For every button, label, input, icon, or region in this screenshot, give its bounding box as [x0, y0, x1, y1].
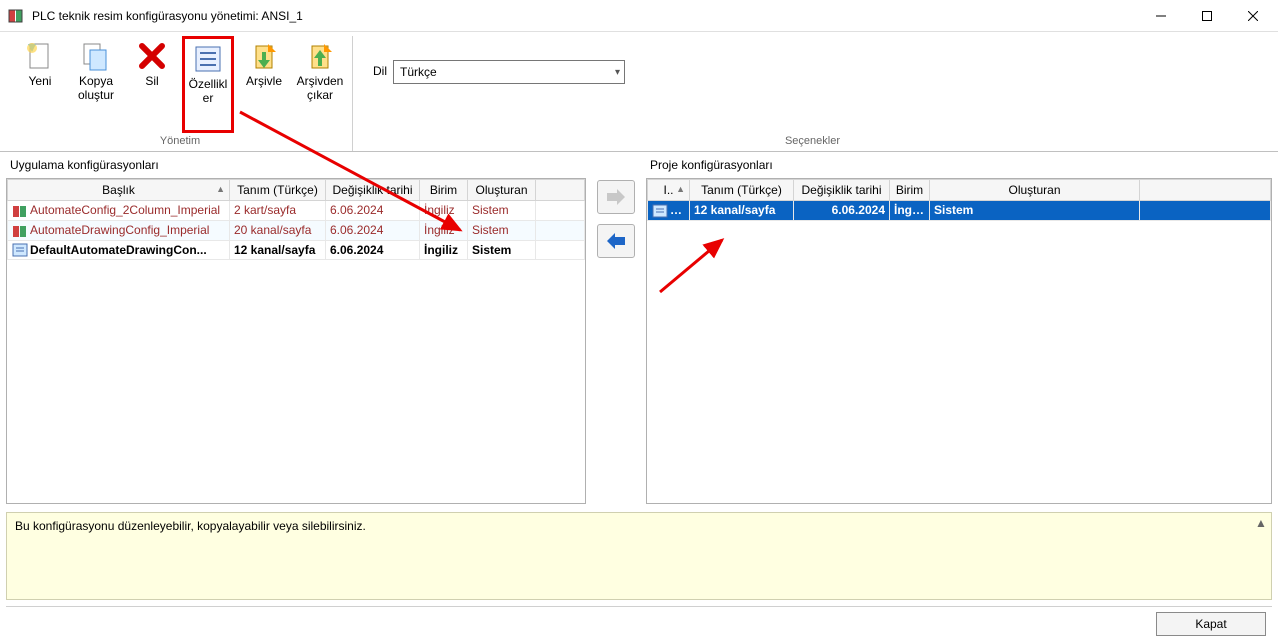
col-birim-r[interactable]: Birim — [890, 180, 930, 201]
row-icon — [652, 204, 668, 218]
cell-olusturan: Sistem — [930, 201, 1140, 221]
delete-label: Sil — [145, 74, 158, 88]
cell-tarih: 6.06.2024 — [326, 201, 420, 221]
cell-olusturan: Sistem — [468, 220, 536, 240]
copy-icon — [80, 40, 112, 72]
unarchive-button[interactable]: Arşivden çıkar — [294, 36, 346, 133]
ribbon-group-yonetim-label: Yönetim — [160, 133, 200, 151]
left-grid[interactable]: Başlık▲ Tanım (Türkçe) Değişiklik tarihi… — [6, 178, 586, 504]
copy-button[interactable]: Kopya oluştur — [70, 36, 122, 133]
archive-icon — [248, 40, 280, 72]
unarchive-label: Arşivden çıkar — [296, 74, 344, 102]
col-baslik[interactable]: Başlık▲ — [8, 180, 230, 201]
table-row[interactable]: AutomateConfig_2Column_Imperial2 kart/sa… — [8, 201, 585, 221]
right-grid-header: I..▲ Tanım (Türkçe) Değişiklik tarihi Bi… — [648, 180, 1271, 201]
properties-icon — [192, 43, 224, 75]
maximize-button[interactable] — [1184, 1, 1230, 31]
col-tarih-r[interactable]: Değişiklik tarihi — [794, 180, 890, 201]
right-panel-title: Proje konfigürasyonları — [646, 156, 1272, 178]
minimize-button[interactable] — [1138, 1, 1184, 31]
app-icon — [8, 8, 24, 24]
right-grid[interactable]: I..▲ Tanım (Türkçe) Değişiklik tarihi Bi… — [646, 178, 1272, 504]
cell-tanim: 20 kanal/sayfa — [230, 220, 326, 240]
sort-asc-icon: ▲ — [216, 184, 225, 194]
new-button[interactable]: Yeni — [14, 36, 66, 133]
left-panel-title: Uygulama konfigürasyonları — [6, 156, 586, 178]
close-dialog-label: Kapat — [1195, 617, 1226, 631]
cell-olusturan: Sistem — [468, 201, 536, 221]
table-row[interactable]: DefaultAutomateDrawingCon...12 kanal/say… — [8, 240, 585, 260]
cell-birim: İngiliz — [890, 201, 930, 221]
footer: Kapat — [6, 606, 1272, 640]
new-label: Yeni — [29, 74, 52, 88]
close-dialog-button[interactable]: Kapat — [1156, 612, 1266, 636]
col-spacer-r — [1140, 180, 1271, 201]
cell-baslik: AutomateDrawingConfig_Imperial — [8, 220, 230, 240]
col-olusturan-r[interactable]: Oluşturan — [930, 180, 1140, 201]
col-olusturan[interactable]: Oluşturan — [468, 180, 536, 201]
move-left-button[interactable] — [597, 224, 635, 258]
cell-tarih: 6.06.2024 — [326, 240, 420, 260]
right-panel: Proje konfigürasyonları I..▲ Tanım (Türk… — [646, 156, 1272, 504]
window-buttons — [1138, 1, 1276, 31]
close-button[interactable] — [1230, 1, 1276, 31]
window-title: PLC teknik resim konfigürasyonu yönetimi… — [32, 9, 1138, 23]
col-tanim-r[interactable]: Tanım (Türkçe) — [690, 180, 794, 201]
copy-label: Kopya oluştur — [72, 74, 120, 102]
cell-birim: İngiliz — [420, 220, 468, 240]
transfer-buttons — [592, 156, 640, 504]
left-grid-header: Başlık▲ Tanım (Türkçe) Değişiklik tarihi… — [8, 180, 585, 201]
table-row[interactable]: AutomateDrawingConfig_Imperial20 kanal/s… — [8, 220, 585, 240]
cell-i: D.. — [648, 201, 690, 221]
language-select[interactable]: Türkçe ▾ — [393, 60, 625, 84]
ribbon: Yeni Kopya oluştur Sil Özellikler Arşivl… — [0, 32, 1278, 152]
cell-birim: İngiliz — [420, 201, 468, 221]
cell-tarih: 6.06.2024 — [326, 220, 420, 240]
scroll-up-icon[interactable]: ▲ — [1253, 515, 1269, 531]
panels: Uygulama konfigürasyonları Başlık▲ Tanım… — [6, 156, 1272, 504]
cell-baslik: AutomateConfig_2Column_Imperial — [8, 201, 230, 221]
cell-tarih: 6.06.2024 — [794, 201, 890, 221]
archive-button[interactable]: Arşivle — [238, 36, 290, 133]
row-icon — [12, 243, 28, 257]
left-panel: Uygulama konfigürasyonları Başlık▲ Tanım… — [6, 156, 586, 504]
cell-tanim: 2 kart/sayfa — [230, 201, 326, 221]
status-text: Bu konfigürasyonu düzenleyebilir, kopyal… — [15, 519, 366, 533]
col-tanim[interactable]: Tanım (Türkçe) — [230, 180, 326, 201]
move-right-button[interactable] — [597, 180, 635, 214]
delete-button[interactable]: Sil — [126, 36, 178, 133]
sort-asc-icon: ▲ — [676, 184, 685, 194]
language-label: Dil — [373, 60, 387, 78]
title-bar: PLC teknik resim konfigürasyonu yönetimi… — [0, 0, 1278, 32]
new-icon — [24, 40, 56, 72]
language-value: Türkçe — [400, 65, 437, 79]
archive-label: Arşivle — [246, 74, 282, 88]
col-birim[interactable]: Birim — [420, 180, 468, 201]
col-tarih[interactable]: Değişiklik tarihi — [326, 180, 420, 201]
cell-birim: İngiliz — [420, 240, 468, 260]
cell-baslik: DefaultAutomateDrawingCon... — [8, 240, 230, 260]
cell-tanim: 12 kanal/sayfa — [230, 240, 326, 260]
col-spacer — [536, 180, 585, 201]
row-icon — [12, 224, 28, 238]
row-icon — [12, 204, 28, 218]
ribbon-group-secenekler: Dil Türkçe ▾ Seçenekler — [355, 36, 1270, 151]
cell-olusturan: Sistem — [468, 240, 536, 260]
status-panel: Bu konfigürasyonu düzenleyebilir, kopyal… — [6, 512, 1272, 600]
col-i[interactable]: I..▲ — [648, 180, 690, 201]
chevron-down-icon: ▾ — [615, 67, 620, 78]
delete-icon — [136, 40, 168, 72]
properties-label: Özellikler — [187, 77, 229, 105]
cell-tanim: 12 kanal/sayfa — [690, 201, 794, 221]
properties-button[interactable]: Özellikler — [182, 36, 234, 133]
ribbon-group-secenekler-label: Seçenekler — [361, 133, 1264, 151]
table-row[interactable]: D..12 kanal/sayfa6.06.2024İngilizSistem — [648, 201, 1271, 221]
ribbon-group-yonetim: Yeni Kopya oluştur Sil Özellikler Arşivl… — [8, 36, 353, 151]
unarchive-icon — [304, 40, 336, 72]
